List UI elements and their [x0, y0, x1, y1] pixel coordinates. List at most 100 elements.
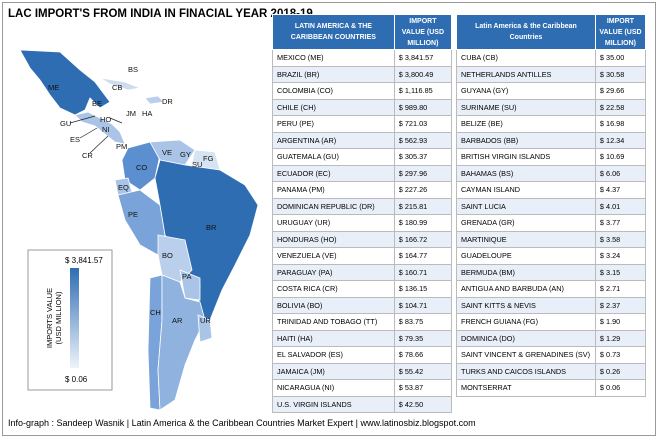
table-row: GRENADA (GR) $ 3.77	[456, 214, 647, 232]
table-row: PARAGUAY (PA) $ 160.71	[272, 263, 453, 281]
value-cell: $ 10.69	[594, 148, 647, 166]
country-shape	[144, 95, 165, 105]
country-cell: NICARAGUA (NI)	[272, 379, 395, 397]
value-cell: $ 2.71	[594, 280, 647, 298]
country-cell: U.S. VIRGIN ISLANDS	[272, 395, 395, 413]
map-label: BS	[128, 65, 138, 74]
table-row: URUGUAY (UR) $ 180.99	[272, 214, 453, 232]
country-cell: VENEZUELA (VE)	[272, 247, 395, 265]
map-label: NI	[102, 125, 110, 134]
table-row: CAYMAN ISLAND $ 4.37	[456, 181, 647, 199]
map: ME BS CB DR BE JM HA GU HO NI ES CR PM V…	[19, 49, 259, 411]
country-cell: ANTIGUA AND BARBUDA (AN)	[456, 280, 596, 298]
table-row: GUADELOUPE $ 3.24	[456, 247, 647, 265]
table-row: NETHERLANDS ANTILLES $ 30.58	[456, 65, 647, 83]
legend-label: (USD MILLION)	[54, 291, 63, 344]
table-row: SAINT KITTS & NEVIS $ 2.37	[456, 296, 647, 314]
value-cell: $ 136.15	[393, 280, 453, 298]
value-cell: $ 2.37	[594, 296, 647, 314]
map-label: SU	[192, 160, 202, 169]
value-cell: $ 3.24	[594, 247, 647, 265]
value-cell: $ 55.42	[393, 362, 453, 380]
value-cell: $ 35.00	[594, 49, 647, 67]
table-row: FRENCH GUIANA (FG) $ 1.90	[456, 313, 647, 331]
value-cell: $ 78.66	[393, 346, 453, 364]
country-cell: SURINAME (SU)	[456, 98, 596, 116]
country-shape	[157, 274, 206, 411]
country-cell: GUADELOUPE	[456, 247, 596, 265]
table-row: JAMAICA (JM) $ 55.42	[272, 362, 453, 380]
value-cell: $ 1.29	[594, 329, 647, 347]
country-cell: TURKS AND CAICOS ISLANDS	[456, 362, 596, 380]
value-cell: $ 562.93	[393, 131, 453, 149]
value-cell: $ 989.80	[393, 98, 453, 116]
table-row: ARGENTINA (AR) $ 562.93	[272, 131, 453, 149]
country-cell: SAINT KITTS & NEVIS	[456, 296, 596, 314]
map-label: BE	[92, 99, 102, 108]
country-cell: MONTSERRAT	[456, 379, 596, 397]
table-row: BOLIVIA (BO) $ 104.71	[272, 296, 453, 314]
table-row: EL SALVADOR (ES) $ 78.66	[272, 346, 453, 364]
value-cell: $ 22.58	[594, 98, 647, 116]
table-row: BARBADOS (BB) $ 12.34	[456, 131, 647, 149]
map-label: AR	[172, 316, 183, 325]
country-cell: DOMINICA (DO)	[456, 329, 596, 347]
map-label: CR	[82, 151, 93, 160]
map-label: UR	[200, 316, 211, 325]
table-row: ANTIGUA AND BARBUDA (AN) $ 2.71	[456, 280, 647, 298]
value-cell: $ 305.37	[393, 148, 453, 166]
country-shape	[154, 159, 259, 321]
country-cell: PANAMA (PM)	[272, 181, 395, 199]
import-table-right: Latin America & the Caribbean Countries I…	[456, 14, 647, 397]
country-cell: SAINT LUCIA	[456, 197, 596, 215]
table-row: CHILE (CH) $ 989.80	[272, 98, 453, 116]
value-cell: $ 30.58	[594, 65, 647, 83]
country-cell: GUYANA (GY)	[456, 82, 596, 100]
value-cell: $ 16.98	[594, 115, 647, 133]
value-cell: $ 79.35	[393, 329, 453, 347]
map-label: DR	[162, 97, 173, 106]
value-cell: $ 3.58	[594, 230, 647, 248]
country-shape	[74, 111, 126, 145]
value-cell: $ 3.77	[594, 214, 647, 232]
table-row: BRITISH VIRGIN ISLANDS $ 10.69	[456, 148, 647, 166]
map-labels: ME BS CB DR BE JM HA GU HO NI ES CR PM V…	[48, 65, 217, 325]
map-label: ES	[70, 135, 80, 144]
value-cell: $ 0.06	[594, 379, 647, 397]
header-cell: Latin America & the Caribbean Countries	[456, 14, 596, 50]
header-row: Latin America & the Caribbean Countries I…	[456, 14, 647, 50]
country-shape	[149, 139, 196, 166]
table-row: COLOMBIA (CO) $ 1,116.85	[272, 82, 453, 100]
value-cell: $ 0.73	[594, 346, 647, 364]
country-cell: SAINT VINCENT & GRENADINES (SV)	[456, 346, 596, 364]
table-row: PERU (PE) $ 721.03	[272, 115, 453, 133]
value-cell: $ 4.37	[594, 181, 647, 199]
legend-label: IMPORTS VALUE	[45, 288, 54, 348]
map-label: GY	[180, 150, 191, 159]
legend-max: $ 3,841.57	[65, 256, 103, 265]
country-cell: BELIZE (BE)	[456, 115, 596, 133]
table-row: GUYANA (GY) $ 29.66	[456, 82, 647, 100]
country-cell: PARAGUAY (PA)	[272, 263, 395, 281]
table-row: MARTINIQUE $ 3.58	[456, 230, 647, 248]
table-row: DOMINICAN REPUBLIC (DR) $ 215.81	[272, 197, 453, 215]
country-cell: URUGUAY (UR)	[272, 214, 395, 232]
map-label: CH	[150, 308, 161, 317]
legend-gradient	[70, 268, 79, 368]
table-row: MONTSERRAT $ 0.06	[456, 379, 647, 397]
map-label: CB	[112, 83, 122, 92]
country-cell: BERMUDA (BM)	[456, 263, 596, 281]
table-row: HONDURAS (HO) $ 166.72	[272, 230, 453, 248]
country-cell: BOLIVIA (BO)	[272, 296, 395, 314]
header-cell: IMPORT VALUE (USD MILLION)	[594, 14, 647, 50]
country-cell: JAMAICA (JM)	[272, 362, 395, 380]
country-cell: HONDURAS (HO)	[272, 230, 395, 248]
table-row: BERMUDA (BM) $ 3.15	[456, 263, 647, 281]
table-row: BRAZIL (BR) $ 3,800.49	[272, 65, 453, 83]
value-cell: $ 297.96	[393, 164, 453, 182]
value-cell: $ 3,841.57	[393, 49, 453, 67]
table-row: U.S. VIRGIN ISLANDS $ 42.50	[272, 395, 453, 413]
country-cell: EL SALVADOR (ES)	[272, 346, 395, 364]
country-cell: CAYMAN ISLAND	[456, 181, 596, 199]
country-cell: DOMINICAN REPUBLIC (DR)	[272, 197, 395, 215]
